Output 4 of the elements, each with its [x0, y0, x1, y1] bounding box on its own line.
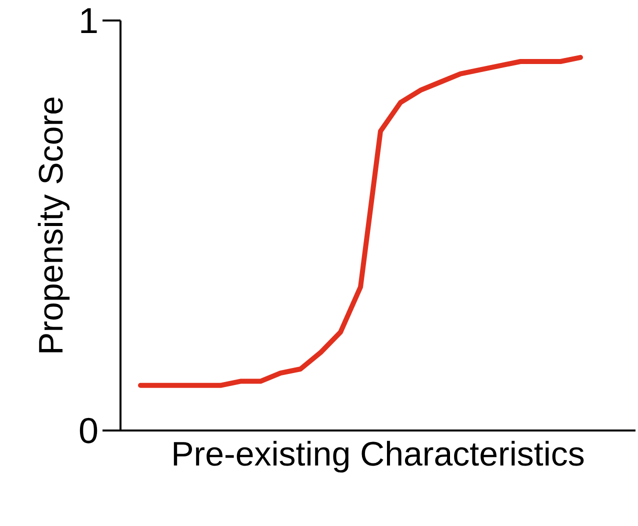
y-tick-label: 0 — [78, 410, 99, 451]
y-axis-title: Propensity Score — [32, 96, 70, 355]
x-axis-title: Pre-existing Characteristics — [171, 436, 585, 474]
y-tick-label: 1 — [78, 0, 99, 41]
